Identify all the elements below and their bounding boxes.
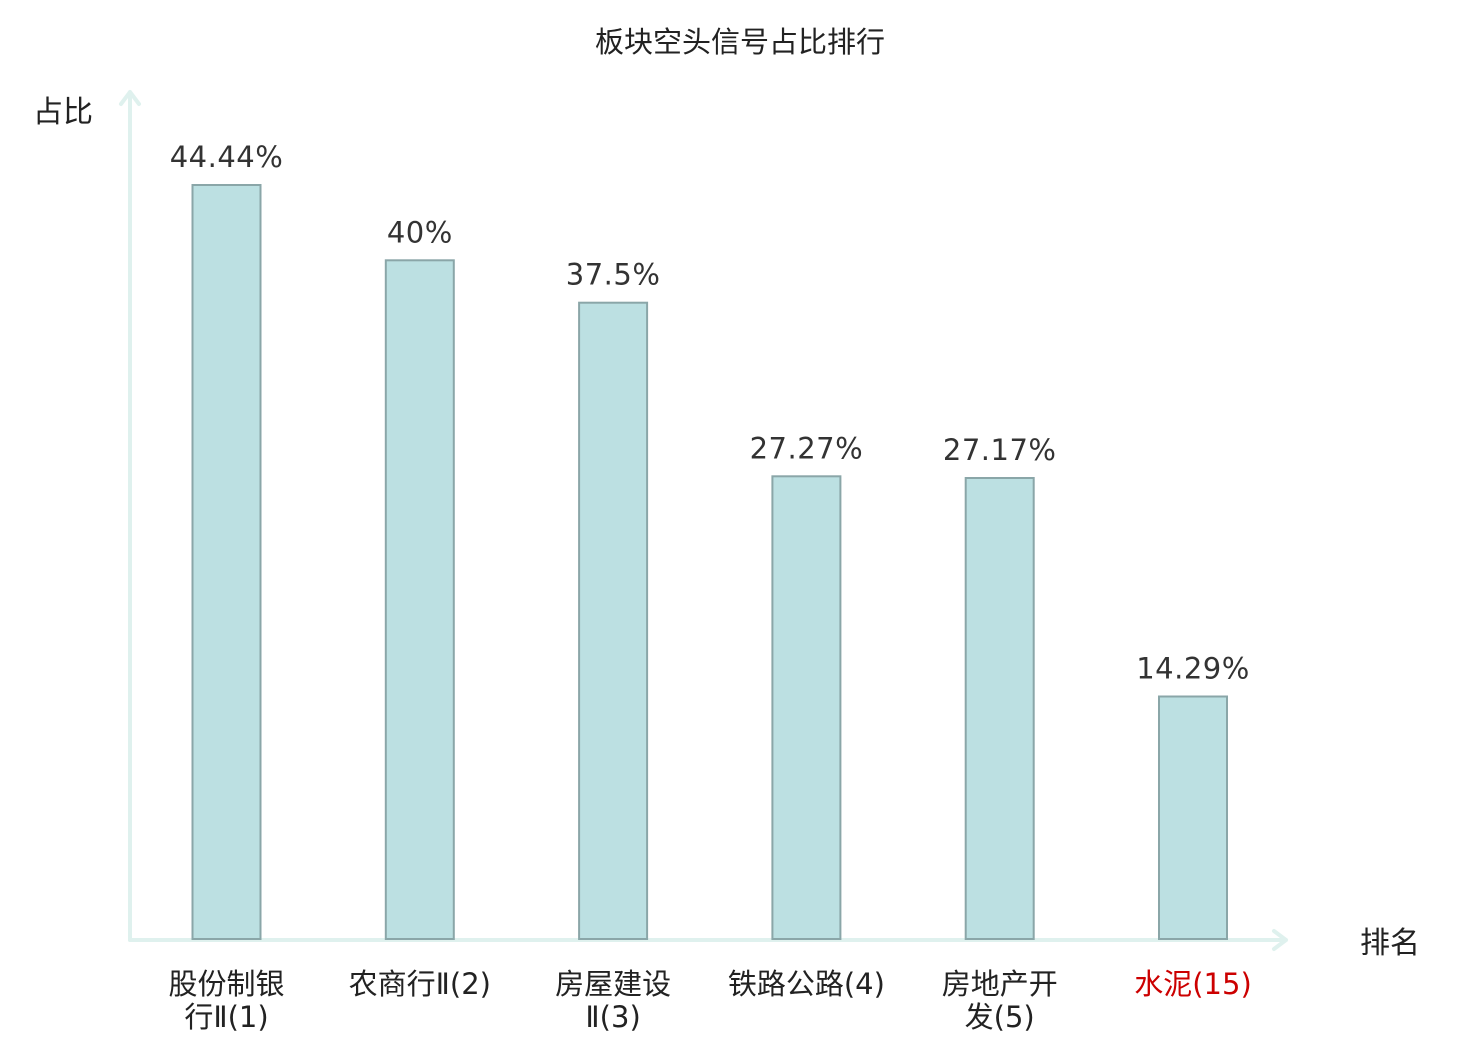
category-label-line: 农商行Ⅱ(2) xyxy=(349,967,491,1001)
category-label-line: 水泥(15) xyxy=(1134,967,1252,1001)
x-axis xyxy=(128,929,1288,951)
category-label: 房屋建设 Ⅱ(3) xyxy=(555,967,671,1034)
category-label-line: 房地产开 xyxy=(942,967,1058,1001)
bar-value-label: 37.5% xyxy=(566,258,661,292)
bar xyxy=(191,184,262,940)
bar xyxy=(578,301,649,940)
x-axis-label: 排名 xyxy=(1360,926,1420,961)
y-axis xyxy=(119,90,141,942)
category-label-line: Ⅱ(3) xyxy=(585,1000,640,1034)
bar xyxy=(771,475,842,940)
chart-title: 板块空头信号占比排行 xyxy=(595,25,885,59)
category-label: 铁路公路(4) xyxy=(728,967,885,1001)
bar-value-label: 40% xyxy=(387,215,453,249)
bar xyxy=(384,259,455,940)
bar-value-label: 27.17% xyxy=(943,433,1057,467)
category-label-line: 行Ⅱ(1) xyxy=(184,1000,268,1034)
bar-value-label: 14.29% xyxy=(1136,652,1250,686)
bar-value-label: 27.27% xyxy=(750,431,864,465)
category-label-line: 股份制银 xyxy=(168,967,284,1001)
category-label: 农商行Ⅱ(2) xyxy=(349,967,491,1001)
bar-value-label: 44.44% xyxy=(170,140,284,174)
bars-group: 44.44% 股份制银行Ⅱ(1) 40% 农商行Ⅱ(2) 37.5% 房屋建设 Ⅱ(3) 27… xyxy=(168,140,1251,1034)
bar xyxy=(1158,695,1228,940)
category-label: 股份制银行Ⅱ(1) xyxy=(168,967,284,1034)
category-label: 房地产开发(5) xyxy=(942,967,1058,1034)
y-axis-label: 占比 xyxy=(33,95,93,130)
bar xyxy=(964,477,1035,940)
category-label-line: 发(5) xyxy=(965,1000,1035,1034)
category-label-line: 铁路公路(4) xyxy=(728,967,885,1001)
category-label: 水泥(15) xyxy=(1134,967,1252,1001)
category-label-line: 房屋建设 xyxy=(555,967,671,1001)
